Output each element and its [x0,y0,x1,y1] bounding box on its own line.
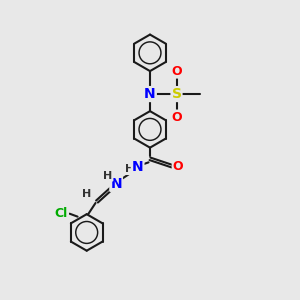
Text: H: H [103,171,112,181]
Text: O: O [171,64,182,78]
Text: H: H [82,189,91,199]
Text: O: O [171,110,182,124]
Text: N: N [110,177,122,191]
Text: H: H [125,164,134,174]
Text: N: N [132,160,143,174]
Text: N: N [144,87,156,101]
Text: O: O [173,160,183,173]
Text: Cl: Cl [55,207,68,220]
Text: S: S [172,87,182,101]
